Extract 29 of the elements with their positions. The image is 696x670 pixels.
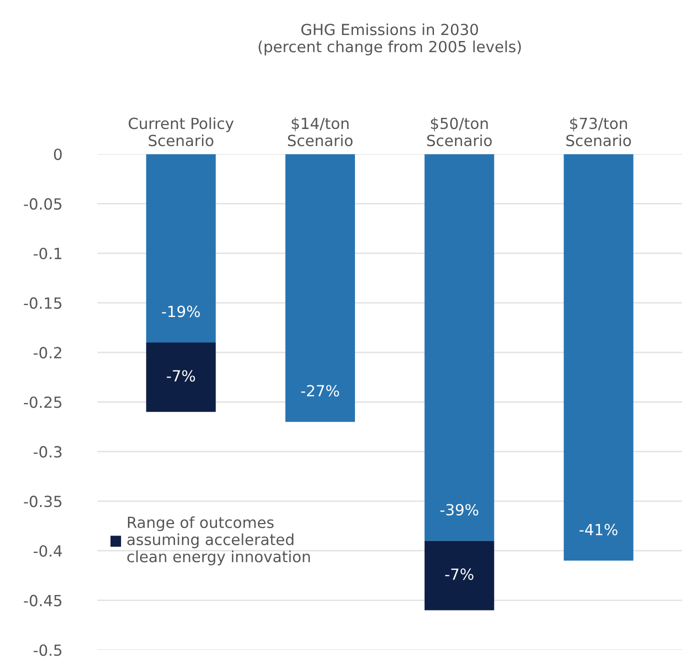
y-tick-label: -0.35 [24, 496, 62, 508]
y-tick-label: -0.15 [24, 297, 62, 309]
y-tick-label: -0.4 [34, 545, 62, 557]
data-label: -41% [580, 524, 618, 536]
bar [146, 342, 216, 412]
x-tick-label: $73/ton Scenario [566, 117, 631, 146]
y-tick-label: -0.2 [34, 346, 62, 358]
legend-label: Range of outcomes assuming accelerated clean energy innovation [127, 516, 310, 566]
data-label: -39% [440, 504, 478, 516]
y-tick-label: -0.45 [24, 594, 62, 606]
chart-title: GHG Emissions in 2030 (percent change from 2005 levels) [258, 23, 521, 56]
y-tick-label: -0.25 [24, 396, 62, 408]
data-label: -7% [445, 568, 474, 580]
bar [424, 540, 494, 610]
data-label: -19% [162, 306, 200, 318]
data-label: -7% [166, 370, 195, 382]
x-tick-label: Current Policy Scenario [128, 117, 234, 146]
x-tick-label: $50/ton Scenario [427, 117, 492, 146]
data-label: -27% [301, 384, 340, 397]
bar [285, 154, 355, 422]
y-tick-label: 0 [54, 148, 62, 160]
bar [564, 154, 634, 561]
y-tick-label: -0.1 [34, 248, 62, 260]
y-tick-label: -0.3 [34, 446, 62, 458]
bar [146, 154, 216, 343]
y-tick-label: -0.05 [24, 198, 62, 210]
bar [424, 154, 494, 541]
x-tick-label: $14/ton Scenario [288, 117, 353, 146]
y-tick-label: -0.5 [34, 644, 62, 656]
